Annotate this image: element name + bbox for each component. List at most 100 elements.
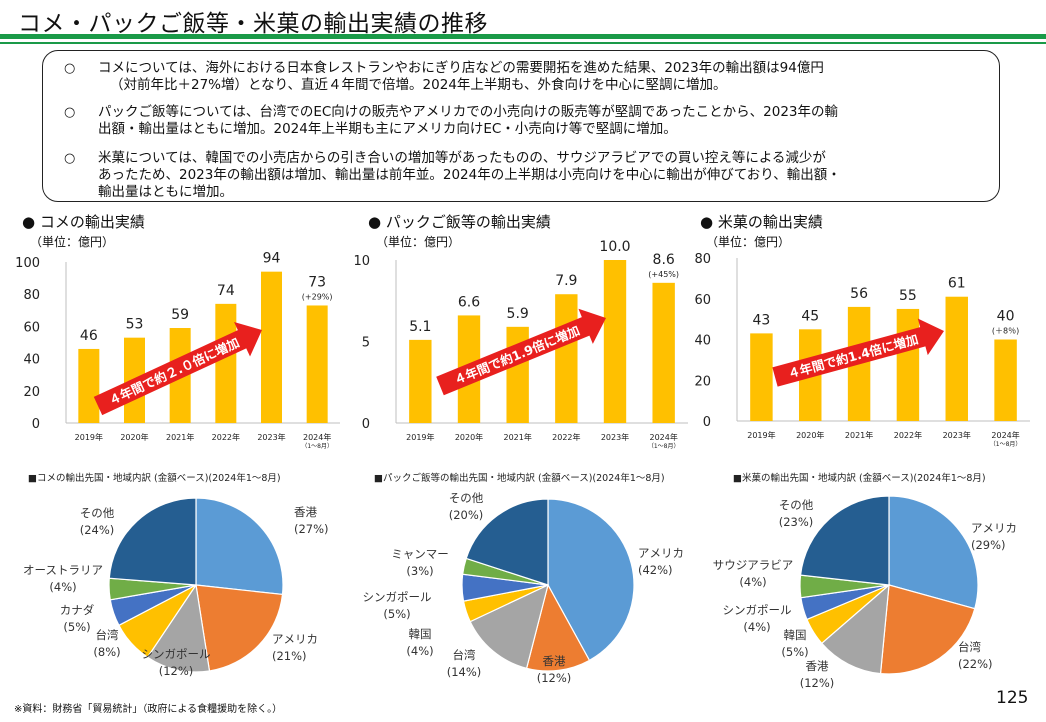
x-tick-label: 2023年 [601, 432, 629, 442]
pie-slice-pct: (29%) [971, 538, 1006, 552]
y-tick-label: 20 [23, 385, 40, 400]
growth-arrow-shape [93, 322, 263, 416]
pie-slice-pct: (8%) [93, 645, 120, 659]
pie-slice-pct: (12%) [800, 676, 835, 690]
bar-chart-0: 0 20 40 60 80 100 46 2019年 53 2020年 59 2021年 74 2022年… [15, 251, 340, 450]
page-title: コメ・パックご飯等・米菓の輸出実績の推移 [18, 11, 488, 37]
pie-slice-label: その他 [449, 491, 484, 505]
y-tick-label: 10 [353, 254, 370, 269]
bar-value-label: 55 [899, 288, 917, 304]
bullet-mark: ○ [64, 151, 76, 166]
pie-slice-label: カナダ [60, 603, 95, 617]
bullet-line: 出額・輸出量はともに増加。2024年上半期も主にアメリカ向けEC・小売向け等で堅… [98, 121, 677, 137]
pie-chart-0: ■コメの輸出先国・地域内訳 (金額ベース)(2024年1～8月) 香港 (27%) ア… [23, 472, 329, 678]
bar-value-note: (+45%) [648, 270, 679, 279]
pie-slice-pct: (4%) [743, 620, 770, 634]
rice-chart-title: ● コメの輸出実績 [22, 213, 145, 231]
bar [652, 282, 675, 423]
pie-slice-pct: (5%) [383, 607, 410, 621]
pie-slice-label: ミャンマー [391, 547, 449, 561]
pie-title: ■コメの輸出先国・地域内訳 (金額ベース)(2024年1～8月) [28, 472, 281, 484]
growth-arrow-shape [772, 318, 945, 387]
bar-value-note: (＋8％) [992, 327, 1019, 336]
summary-box [42, 50, 1000, 202]
bar-value-label: 46 [80, 328, 98, 344]
pack-chart-unit: （単位：億円） [376, 235, 461, 249]
rice-chart-unit: （単位：億円） [30, 235, 115, 249]
pie-slice-label: オーストラリア [23, 563, 103, 577]
x-tick-label: 2019年 [406, 432, 434, 442]
pie-slice-pct: (5%) [781, 645, 808, 659]
bar-value-label: 74 [217, 283, 235, 299]
bar-value-label: 56 [850, 286, 868, 302]
bullet-line: 米菓については、韓国での小売店からの引き合いの増加等があったものの、サウジアラビ… [98, 150, 826, 166]
pie-chart-1: ■パックご飯等の輸出先国・地域内訳 (金額ベース)(2024年1～8月) アメリカ… [363, 472, 685, 685]
pie-slice-pct: (4%) [739, 575, 766, 589]
x-tick-label: 2022年 [212, 432, 240, 442]
pie-slice [888, 495, 979, 610]
x-tick-label: 2020年 [120, 432, 148, 442]
bar [750, 333, 773, 421]
page-number: 125 [996, 688, 1029, 708]
x-tick-label: 2023年 [257, 432, 285, 442]
pie-slice [820, 583, 890, 675]
bullet-line: あったため、2023年の輸出額は増加、輸出量は前年並。2024年の上半期は小売向… [98, 167, 841, 183]
y-tick-label: 40 [23, 353, 40, 368]
bar-value-label: 73 [308, 274, 326, 290]
y-tick-label: 0 [362, 417, 370, 432]
pie-slice-pct: (12%) [537, 671, 572, 685]
bar [306, 305, 328, 423]
x-tick-label: 2024年 [991, 430, 1019, 440]
pie-slice-label: アメリカ [272, 632, 318, 646]
pie-slice-label: アメリカ [971, 521, 1017, 535]
pie-slice [525, 583, 591, 672]
pie-slice-label: シンガポール [142, 647, 211, 661]
pie-slice-label: シンガポール [723, 603, 792, 617]
bar-value-label: 5.9 [507, 306, 529, 322]
y-tick-label: 60 [694, 293, 711, 308]
pie-slice-label: その他 [80, 506, 115, 520]
bar [78, 348, 100, 423]
bullet-line: （対前年比＋27%増）となり、直近４年間で倍増。2024年上半期も、外食向けを中… [110, 77, 727, 93]
pie-slice-label: 台湾 [453, 648, 476, 662]
bar-value-label: 10.0 [599, 239, 630, 255]
y-tick-label: 20 [694, 374, 711, 389]
x-tick-label: 2024年 [303, 432, 331, 442]
pack-chart-title: ● パックご飯等の輸出実績 [368, 213, 551, 231]
x-tick-label: 2022年 [552, 432, 580, 442]
pie-slice [469, 583, 549, 670]
pie-slice-pct: (3%) [406, 564, 433, 578]
bullet-mark: ○ [64, 61, 76, 76]
y-tick-label: 80 [23, 288, 40, 303]
x-tick-label: 2021年 [166, 432, 194, 442]
bar [409, 339, 432, 423]
pie-slice-label: シンガポール [363, 590, 432, 604]
pie-slice [146, 583, 211, 673]
x-tick-label: 2023年 [943, 430, 971, 440]
pie-slice-label: 台湾 [958, 640, 981, 654]
bullet-line: 輸出量はともに増加。 [98, 184, 233, 200]
pie-title: ■パックご飯等の輸出先国・地域内訳 (金額ベース)(2024年1～8月) [374, 472, 665, 484]
pie-slice-label: 韓国 [784, 628, 807, 642]
y-tick-label: 0 [32, 417, 40, 432]
pie-slice-pct: (4%) [406, 644, 433, 658]
y-tick-label: 5 [362, 336, 370, 351]
x-tick-label: 2022年 [894, 430, 922, 440]
bar-value-label: 45 [801, 308, 819, 324]
bar-chart-1: 0 5 10 5.1 2019年 6.6 2020年 5.9 2021年 7.9 2022年 10.0… [353, 239, 688, 450]
pie-slice [799, 495, 890, 586]
pie-slice-pct: (22%) [958, 657, 993, 671]
pie-slice-label: 香港 [294, 505, 317, 519]
y-tick-label: 40 [694, 334, 711, 349]
x-tick-note: （1～8月） [301, 443, 333, 450]
growth-arrow-shape [436, 308, 607, 396]
bullet-line: パックご飯等については、台湾でのEC向けの販売やアメリカでの小売向けの販売等が堅… [98, 104, 839, 120]
x-tick-label: 2021年 [845, 430, 873, 440]
pie-slice-pct: (14%) [447, 665, 482, 679]
x-tick-note: （1～8月） [990, 441, 1022, 448]
bar-value-label: 61 [948, 276, 966, 292]
x-tick-label: 2021年 [503, 432, 531, 442]
bar-value-label: 53 [126, 317, 144, 333]
pie-slice-pct: (42%) [638, 563, 673, 577]
